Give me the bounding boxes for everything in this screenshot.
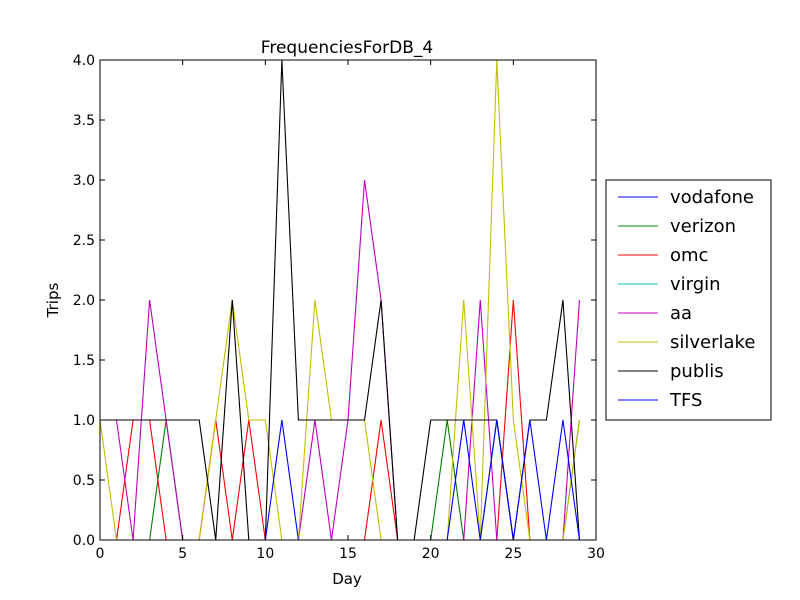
legend-label-silverlake: silverlake [670, 332, 755, 353]
y-tick-label: 3.5 [73, 113, 95, 129]
series-line-omc [100, 299, 580, 540]
legend-label-tfs: TFS [669, 390, 702, 411]
y-tick-label: 3.0 [73, 173, 95, 189]
y-axis-label: Trips [44, 283, 62, 319]
y-tick-label: 0.0 [73, 533, 95, 549]
legend-label-vodafone: vodafone [670, 187, 754, 208]
legend: vodafone verizon omc virgin aa silverlake publ… [605, 179, 772, 421]
plot-frame [99, 59, 597, 541]
y-tick-label: 0.5 [73, 473, 95, 489]
legend-label-publis: publis [670, 361, 724, 382]
series-line-tfs [100, 419, 581, 540]
x-tick-label: 5 [178, 546, 187, 562]
x-tick-label: 25 [504, 546, 522, 562]
y-tick-label: 2.0 [73, 293, 95, 309]
chart-title: FrequenciesForDB_4 [261, 38, 433, 58]
y-tick-label: 1.5 [73, 353, 95, 369]
x-tick-label: 20 [422, 546, 440, 562]
legend-box [605, 179, 772, 421]
x-tick-label: 10 [256, 546, 274, 562]
legend-label-aa: aa [670, 303, 692, 324]
series-group [100, 60, 581, 540]
y-tick-label: 1.0 [73, 413, 95, 429]
series-line-aa [100, 179, 581, 540]
series-line-silverlake [100, 60, 581, 540]
plot-area: 0 5 10 15 20 25 30 0.0 0.5 1.0 1.5 2.0 2.5 3.0 3.5 4.0 [73, 53, 605, 562]
legend-label-virgin: virgin [670, 274, 721, 295]
x-tick-label: 30 [587, 546, 605, 562]
legend-label-verizon: verizon [670, 216, 736, 237]
x-tick-label: 0 [96, 546, 105, 562]
x-tick-label: 15 [339, 546, 357, 562]
x-axis-label: Day [332, 570, 362, 588]
y-tick-label: 2.5 [73, 233, 95, 249]
legend-label-omc: omc [670, 245, 708, 266]
y-tick-label: 4.0 [73, 53, 95, 69]
